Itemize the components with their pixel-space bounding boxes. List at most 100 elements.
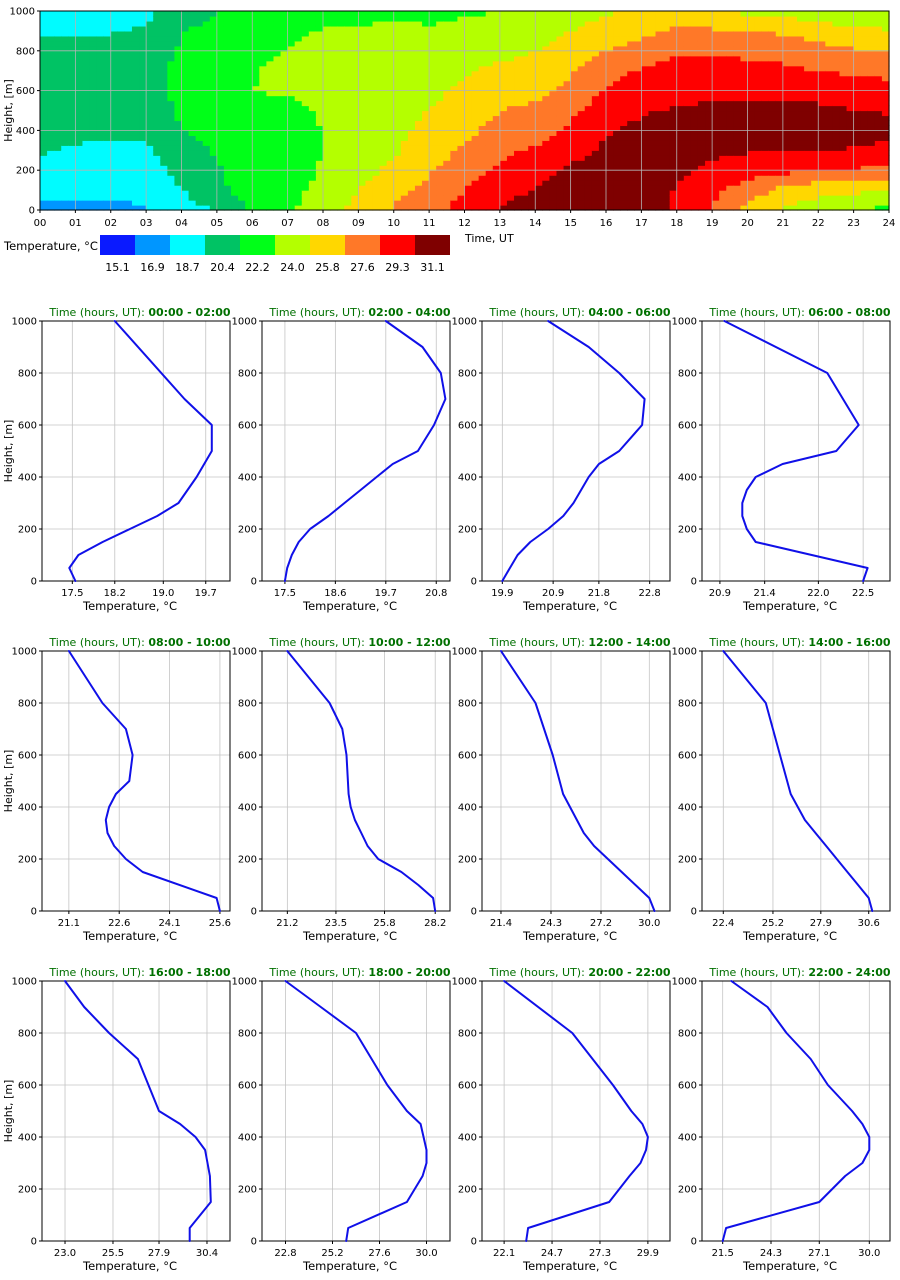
heatmap-cell xyxy=(386,75,395,82)
heatmap-cell xyxy=(82,160,91,166)
heatmap-cell xyxy=(577,70,586,77)
heatmap-cell xyxy=(867,160,876,166)
heatmap-cell xyxy=(139,190,147,196)
heatmap-cell xyxy=(853,85,862,92)
heatmap-cell xyxy=(301,65,310,72)
heatmap-cell xyxy=(832,200,841,206)
profile-x-tick-label: 18.2 xyxy=(104,588,126,599)
heatmap-cell xyxy=(726,180,734,186)
heatmap-cell xyxy=(867,200,876,206)
heatmap-cell xyxy=(591,200,600,206)
heatmap-cell xyxy=(82,195,91,201)
heatmap-cell xyxy=(386,95,395,102)
heatmap-cell xyxy=(719,185,727,191)
heatmap-cell xyxy=(96,60,105,67)
heatmap-cell xyxy=(209,130,218,136)
heatmap-cell xyxy=(429,40,437,47)
heatmap-cell xyxy=(146,140,154,146)
heatmap-cell xyxy=(874,145,883,151)
heatmap-cell xyxy=(740,140,749,146)
heatmap-cell xyxy=(238,80,246,87)
heatmap-cell xyxy=(351,90,359,97)
heatmap-cell xyxy=(641,160,650,166)
heatmap-cell xyxy=(521,120,529,127)
heatmap-cell xyxy=(54,95,62,102)
heatmap-cell xyxy=(818,120,826,127)
heatmap-cell xyxy=(160,170,168,176)
heatmap-cell xyxy=(75,35,84,42)
heatmap-cell xyxy=(697,170,706,176)
heatmap-cell xyxy=(655,195,664,201)
heatmap-cell xyxy=(754,15,763,22)
heatmap-cell xyxy=(429,175,437,181)
heatmap-cell xyxy=(450,25,459,32)
heatmap-cell xyxy=(506,195,515,201)
heatmap-cell xyxy=(414,70,423,77)
heatmap-cell xyxy=(620,50,628,57)
heatmap-cell xyxy=(577,80,586,87)
heatmap-cell xyxy=(216,150,225,156)
heatmap-cell xyxy=(726,70,734,77)
heatmap-cell xyxy=(223,145,232,151)
heatmap-cell xyxy=(485,115,494,122)
heatmap-cell xyxy=(655,90,664,97)
heatmap-cell xyxy=(811,170,819,176)
heatmap-cell xyxy=(514,15,522,22)
heatmap-cell xyxy=(280,15,289,22)
heatmap-cell xyxy=(68,155,76,161)
heatmap-cell xyxy=(804,160,812,166)
heatmap-cell xyxy=(867,20,876,27)
heatmap-cell xyxy=(641,65,650,72)
heatmap-cell xyxy=(514,40,522,47)
heatmap-cell xyxy=(280,80,289,87)
heatmap-cell xyxy=(103,195,112,201)
heatmap-cell xyxy=(337,50,345,57)
heatmap-cell xyxy=(160,110,168,117)
heatmap-cell xyxy=(499,150,508,156)
heatmap-cell xyxy=(294,105,303,112)
heatmap-cell xyxy=(457,135,466,141)
heatmap-cell xyxy=(768,205,777,211)
heatmap-cell xyxy=(400,170,409,176)
heatmap-cell xyxy=(96,90,105,97)
heatmap-cell xyxy=(245,75,253,82)
heatmap-cell xyxy=(747,15,756,22)
heatmap-cell xyxy=(223,105,232,112)
heatmap-cell xyxy=(747,150,756,156)
heatmap-cell xyxy=(117,115,126,122)
heatmap-cell xyxy=(414,45,423,52)
heatmap-cell xyxy=(131,95,140,102)
heatmap-cell xyxy=(846,180,855,186)
heatmap-cell xyxy=(47,120,55,127)
heatmap-cell xyxy=(259,195,267,201)
heatmap-cell xyxy=(252,190,260,196)
heatmap-cell xyxy=(96,20,105,27)
heatmap-cell xyxy=(697,100,706,107)
heatmap-cell xyxy=(811,65,819,72)
heatmap-cell xyxy=(422,200,430,206)
heatmap-cell xyxy=(556,165,565,171)
heatmap-cell xyxy=(492,55,501,62)
heatmap-cell xyxy=(726,145,734,151)
heatmap-cell xyxy=(740,40,749,47)
heatmap-cell xyxy=(733,65,742,72)
heatmap-cell xyxy=(40,85,48,92)
heatmap-cell xyxy=(103,160,112,166)
heatmap-cell xyxy=(492,105,501,112)
heatmap-cell xyxy=(563,95,572,102)
heatmap-cell xyxy=(181,35,190,42)
heatmap-cell xyxy=(153,25,161,32)
heatmap-cell xyxy=(188,175,197,181)
heatmap-cell xyxy=(365,70,374,77)
heatmap-cell xyxy=(117,175,126,181)
heatmap-cell xyxy=(153,60,161,67)
heatmap-cell xyxy=(61,15,69,22)
heatmap-cell xyxy=(775,170,784,176)
heatmap-cell xyxy=(393,85,402,92)
heatmap-cell xyxy=(436,75,444,82)
heatmap-cell xyxy=(726,55,734,62)
heatmap-cell xyxy=(818,75,826,82)
profile-y-axis-label: Height, [m] xyxy=(2,420,15,483)
heatmap-cell xyxy=(153,80,161,87)
heatmap-cell xyxy=(514,95,522,102)
